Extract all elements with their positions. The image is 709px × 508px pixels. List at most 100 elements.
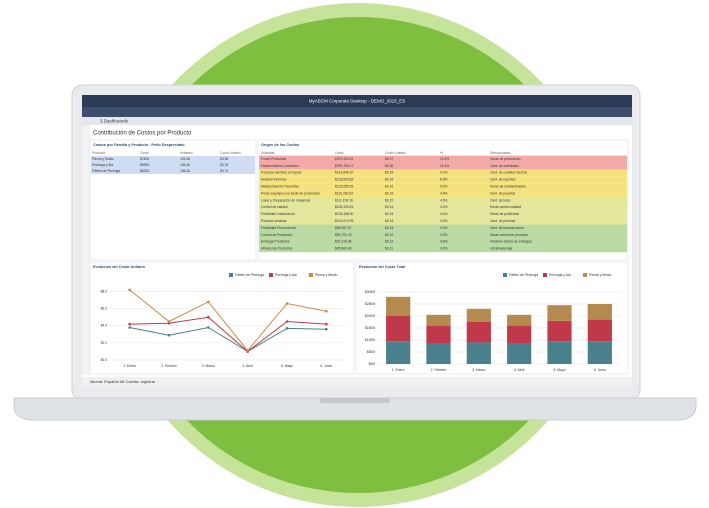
y-tick-label: $250M [365, 302, 375, 306]
y-tick-label: $8.0 [101, 289, 108, 293]
x-tick-label: 3. Marzo [202, 364, 215, 368]
title-bar [82, 95, 632, 107]
table-cell: 4.0% [440, 226, 448, 230]
table-cell: $133,893.82 [335, 178, 354, 182]
bar-segment [547, 341, 572, 364]
y-tick-label: $50M [367, 350, 376, 354]
table-cell: 3.8% [440, 240, 448, 244]
tab[interactable]: 3.Dashboards [100, 119, 129, 124]
bar-segment [386, 341, 411, 364]
y-tick-label: $4.0 [101, 324, 108, 328]
bar-segment [386, 296, 411, 316]
table-cell: 4.9% [440, 191, 448, 195]
table-header: Direccionador [490, 151, 511, 155]
table-cell: Volumen cúbico de entregas [490, 240, 532, 244]
bar-segment [507, 325, 532, 344]
table-cell: $0.15 [385, 198, 393, 202]
panel-title: Costos por Familia y Producto - Peño Des… [93, 143, 185, 147]
x-tick-label: 3. Marzo [472, 368, 485, 372]
point [325, 322, 328, 326]
table-cell: Preparar pruebas [261, 219, 287, 223]
y-tick-label: $6.0 [101, 307, 108, 311]
table-cell: Publicidad Promocional [261, 226, 296, 230]
side-strip [82, 125, 90, 375]
table-row [259, 231, 627, 239]
status-account[interactable]: Mi Cuenta: registrar [120, 379, 156, 384]
table-cell: $106,458.90 [335, 212, 354, 216]
table-cell: $0.14 [385, 212, 393, 216]
bar-segment [426, 343, 451, 364]
table-cell: $3.78 [220, 163, 228, 167]
tab-bar[interactable] [82, 117, 632, 125]
table-cell: Cant. de solicitudes [490, 164, 519, 168]
line [129, 326, 327, 353]
point [285, 302, 289, 305]
bar-segment [547, 305, 572, 321]
y-tick-label: $300M [365, 290, 375, 294]
table-cell: Control de Productos [261, 233, 292, 237]
legend-label: Pierna y Muslo [589, 273, 612, 277]
window-title: MyABCM Corporate Desktop - DEMO_2015_ES [309, 99, 406, 104]
table-header: Actividad [261, 151, 275, 155]
point [285, 320, 289, 323]
legend-swatch [269, 273, 273, 277]
table-row [259, 169, 627, 177]
table-cell: $0.37 [385, 157, 393, 161]
x-tick-label: 5. Mayo [553, 368, 565, 372]
x-tick-label: 6. Junio [320, 364, 332, 368]
table-cell: m3 almacenaje [490, 247, 513, 251]
table-cell: $106,330.81 [335, 205, 354, 209]
legend-swatch [583, 273, 587, 277]
table-header: Volumen [180, 151, 193, 155]
table-cell: Mantenimiento Correctivo [261, 164, 299, 168]
table-row [259, 197, 627, 204]
table-cell: Horas control calidad [490, 205, 521, 209]
table-cell: $3.72 [220, 169, 228, 173]
point [246, 349, 249, 352]
table-cell: Cant. de cambios hechos [490, 171, 528, 175]
table-row [91, 156, 255, 162]
bar-segment [587, 341, 612, 364]
x-tick-label: 2. Febrero [161, 364, 177, 368]
y-tick-label: $0.0 [101, 358, 108, 362]
table-cell: Cant. de transacciones [490, 226, 524, 230]
table-cell: Pierna y Muslo [92, 157, 114, 161]
table-row [259, 203, 627, 211]
y-tick-label: $2.0 [101, 341, 108, 345]
bar-segment [466, 308, 491, 322]
x-tick-label: 1. Enero [123, 364, 136, 368]
x-tick-label: 2. Febrero [431, 368, 447, 372]
point [128, 288, 131, 292]
table-row [259, 162, 627, 170]
table-cell: Control de calidad [261, 205, 288, 209]
legend-label: Pechuga y Ala [275, 273, 297, 277]
table-cell: Cant. de pruebas [490, 219, 516, 223]
table-header: Costo [335, 151, 344, 155]
table-row [91, 168, 255, 174]
table-cell: 11.5% [440, 157, 449, 161]
legend-label: Filetes de Pechuga [235, 273, 264, 277]
status-language[interactable]: Idioma: Español [90, 379, 119, 384]
legend-label: Pierna y Muslo [315, 273, 338, 277]
bar-segment [507, 314, 532, 326]
bar-segment [466, 322, 491, 343]
table-cell: $0.11 [385, 247, 393, 251]
y-tick-label: $200M [365, 314, 375, 318]
chart-title: Evolución del Costo Unitario [93, 265, 146, 269]
table-cell: $0.16 [385, 178, 393, 182]
table-cell: Filetes de Pechuga [92, 169, 120, 173]
table-cell: $0.14 [385, 205, 393, 209]
table-row [259, 238, 627, 246]
bar-segment [587, 304, 612, 320]
table-cell: 156.46 [180, 163, 190, 167]
table-cell: $132,655.05 [335, 184, 354, 188]
table-cell: Cant. de reportes [490, 178, 516, 182]
x-tick-label: 5. Mayo [281, 364, 293, 368]
table-cell: $102,674.99 [335, 219, 354, 223]
table-cell: $95,357.07 [335, 226, 352, 230]
table-row [259, 183, 627, 191]
point [167, 333, 171, 337]
x-tick-label: 1. Enero [392, 368, 405, 372]
table-cell: 9.2% [440, 171, 448, 175]
